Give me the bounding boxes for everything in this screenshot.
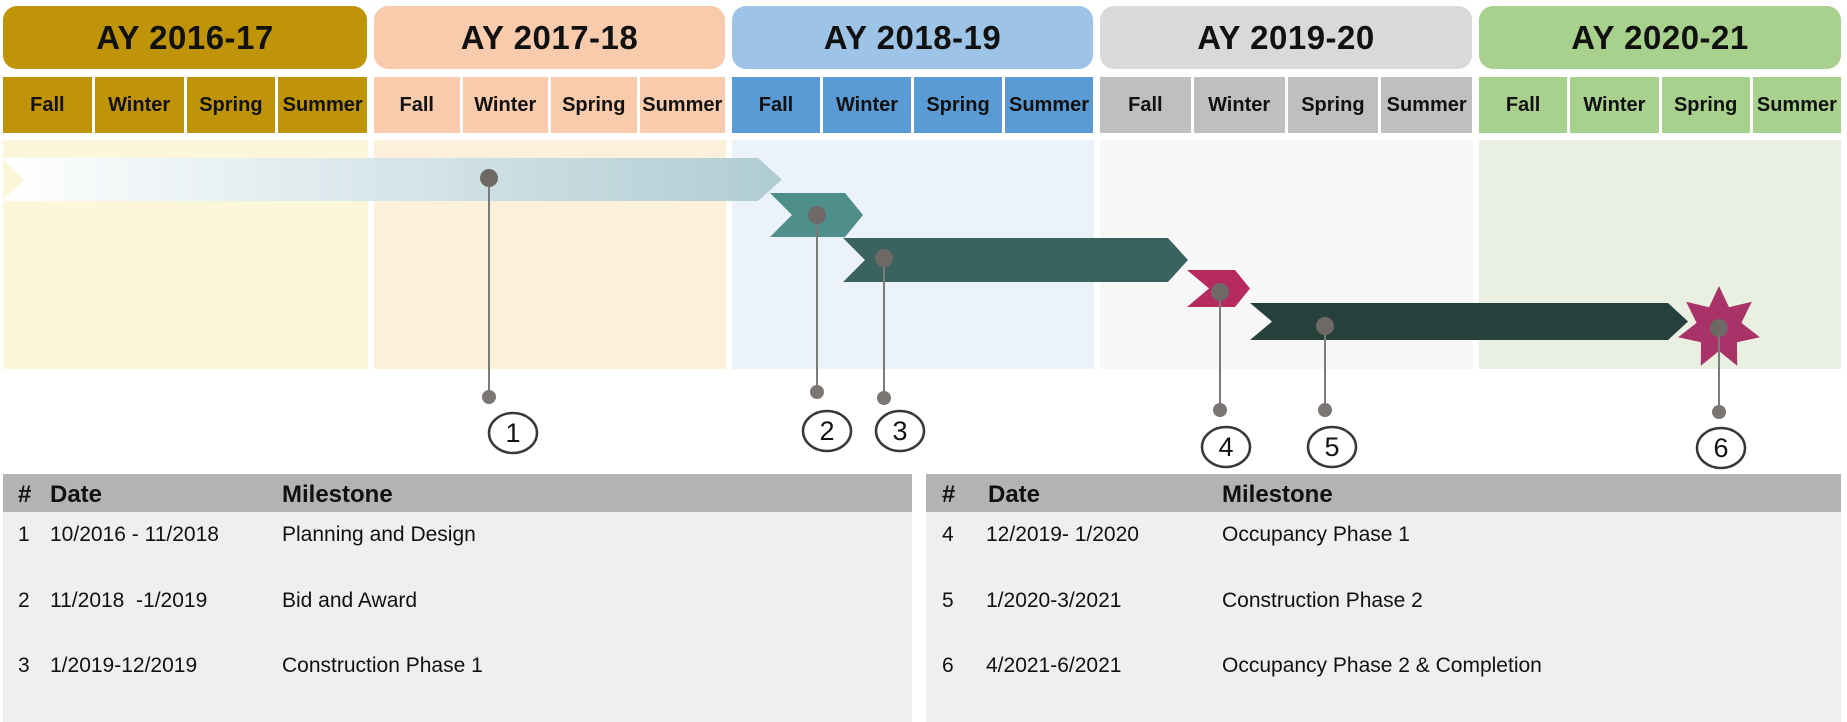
season-cell: Spring: [1287, 77, 1379, 133]
milestone-circle-1: [487, 411, 539, 455]
milestone-connector-2: 2: [801, 206, 853, 453]
milestone-connector-1: 1: [480, 169, 539, 455]
season-cell: Summer: [639, 77, 725, 133]
year-header-2017-18: AY 2017-18: [374, 6, 725, 69]
cell-milestone: Occupancy Phase 2 & Completion: [1222, 654, 1542, 677]
milestone-connector-5: 5: [1306, 317, 1358, 469]
season-cell: Fall: [374, 77, 460, 133]
bar-construction-phase-1: [843, 238, 1188, 282]
table-body: [926, 512, 1841, 722]
milestone-connector-3: 3: [874, 249, 926, 453]
bar-construction-phase-2: [1250, 303, 1688, 340]
year-header-2019-20: AY 2019-20: [1100, 6, 1472, 69]
cell-date: 12/2019- 1/2020: [986, 523, 1139, 546]
year-header-2016-17: AY 2016-17: [3, 6, 367, 69]
season-cell: Winter: [462, 77, 548, 133]
cell-date: 4/2021-6/2021: [986, 654, 1122, 677]
season-cell: Spring: [914, 77, 1002, 133]
milestone-connector-6: 6: [1695, 319, 1747, 470]
season-row-2019-20: Fall Winter Spring Summer: [1100, 77, 1472, 133]
table-header-band: [926, 474, 1841, 512]
bar-planning-and-design: [2, 158, 782, 201]
milestones-table-left: [3, 474, 912, 722]
cell-date: 1/2020-3/2021: [986, 589, 1122, 612]
cell-milestone: Planning and Design: [282, 523, 476, 546]
cell-date: 11/2018 -1/2019: [50, 589, 208, 612]
cell-num: 5: [942, 589, 954, 612]
col-header-date: Date: [50, 481, 103, 508]
year-header-2018-19: AY 2018-19: [732, 6, 1093, 69]
cell-date: 1/2019-12/2019: [50, 654, 198, 677]
cell-date: 10/2016 - 11/2018: [50, 523, 219, 546]
season-row-2020-21: Fall Winter Spring Summer: [1479, 77, 1841, 133]
cell-num: 2: [18, 589, 30, 612]
milestone-circle-6: [1695, 426, 1747, 470]
year-header-2020-21: AY 2020-21: [1479, 6, 1841, 69]
col-header-num: #: [18, 481, 32, 508]
season-cell: Spring: [551, 77, 637, 133]
col-header-date: Date: [988, 481, 1041, 508]
season-row-2018-19: Fall Winter Spring Summer: [732, 77, 1093, 133]
milestone-circle-2: [801, 409, 853, 453]
cell-milestone: Occupancy Phase 1: [1222, 523, 1410, 546]
season-cell: Winter: [94, 77, 184, 133]
col-header-milestone: Milestone: [1222, 481, 1333, 508]
milestone-number-4: 4: [1218, 432, 1233, 462]
milestone-number-2: 2: [819, 416, 834, 446]
col-header-milestone: Milestone: [282, 481, 393, 508]
cell-num: 4: [942, 523, 954, 546]
milestone-circle-3: [874, 409, 926, 453]
milestone-number-5: 5: [1324, 432, 1339, 462]
table-header-band: [3, 474, 912, 512]
milestone-number-6: 6: [1713, 433, 1728, 463]
milestone-number-1: 1: [505, 418, 520, 448]
season-cell: Summer: [1005, 77, 1093, 133]
cell-num: 3: [18, 654, 30, 677]
milestone-circle-5: [1306, 425, 1358, 469]
season-cell: Fall: [3, 77, 92, 133]
milestones-table-right: [926, 474, 1841, 722]
season-cell: Spring: [186, 77, 276, 133]
season-cell: Winter: [823, 77, 911, 133]
cell-num: 6: [942, 654, 954, 677]
season-cell: Summer: [278, 77, 367, 133]
season-cell: Winter: [1570, 77, 1659, 133]
season-cell: Spring: [1661, 77, 1750, 133]
season-row-2016-17: Fall Winter Spring Summer: [3, 77, 367, 133]
season-cell: Summer: [1752, 77, 1841, 133]
cell-milestone: Bid and Award: [282, 589, 418, 612]
col-header-num: #: [942, 481, 956, 508]
cell-milestone: Construction Phase 1: [282, 654, 483, 677]
season-cell: Winter: [1193, 77, 1285, 133]
milestone-circle-4: [1200, 425, 1252, 469]
milestone-number-3: 3: [892, 416, 907, 446]
table-body: [3, 512, 912, 722]
season-cell: Fall: [1479, 77, 1568, 133]
season-cell: Summer: [1381, 77, 1472, 133]
milestone-connector-4: 4: [1200, 283, 1252, 469]
cell-milestone: Construction Phase 2: [1222, 589, 1423, 612]
season-cell: Fall: [1100, 77, 1191, 133]
season-cell: Fall: [732, 77, 820, 133]
season-row-2017-18: Fall Winter Spring Summer: [374, 77, 725, 133]
cell-num: 1: [18, 523, 30, 546]
